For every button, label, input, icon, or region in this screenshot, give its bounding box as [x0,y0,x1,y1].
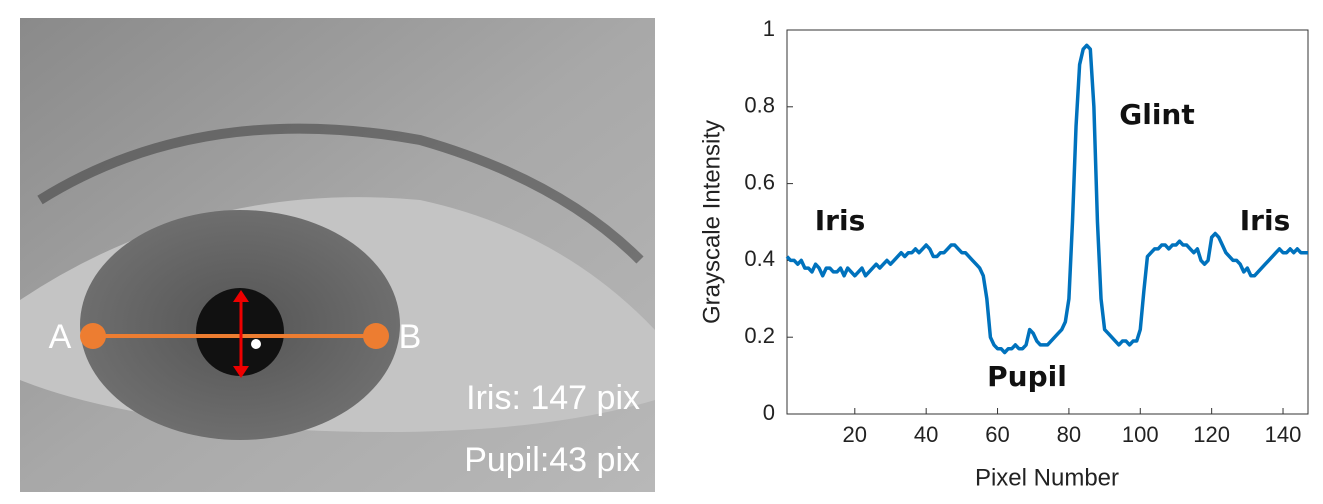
point-b [363,323,389,349]
glint [251,339,261,349]
y-tick-label: 0.6 [744,169,775,194]
point-a [80,323,106,349]
y-tick-label: 1 [763,16,775,41]
data-line [785,43,1308,355]
point-label: A [49,318,72,356]
annotation: Pupil [987,360,1067,393]
x-tick-label: 80 [1057,422,1081,447]
measurement: Iris: 147 pix [466,379,640,417]
x-tick-label: 60 [985,422,1009,447]
y-axis-label: Grayscale Intensity [698,120,725,324]
x-tick-label: 140 [1265,422,1302,447]
lashes [37,123,644,264]
annotation: Iris [1240,204,1291,237]
eye-photo: A B Iris: 147 pix Pupil:43 pix [20,18,655,492]
y-tick-label: 0.2 [744,323,775,348]
x-tick-label: 120 [1193,422,1230,447]
x-tick-label: 40 [914,422,938,447]
y-tick-label: 0.4 [744,246,775,271]
y-tick-label: 0 [763,400,775,425]
y-tick-label: 0.8 [744,93,775,118]
x-tick-label: 100 [1122,422,1159,447]
plot-frame [786,29,1309,415]
measurement: Pupil:43 pix [464,441,640,479]
x-axis-label: Pixel Number [975,464,1119,491]
annotation: Glint [1119,98,1195,131]
annotation: Iris [815,204,866,237]
x-tick-label: 20 [843,422,867,447]
point-label: B [399,318,422,356]
